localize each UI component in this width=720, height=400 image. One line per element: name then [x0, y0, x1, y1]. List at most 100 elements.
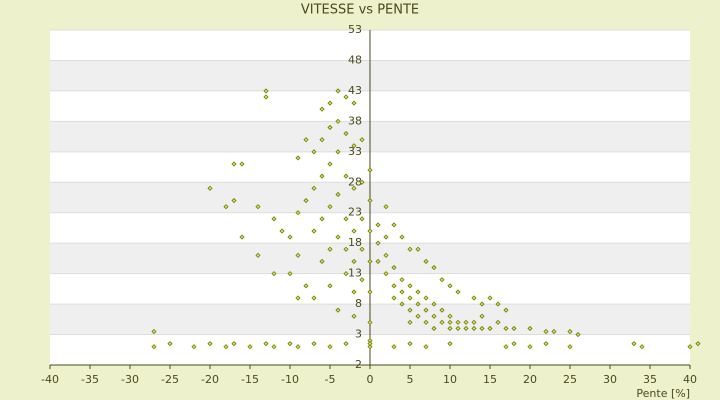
point [311, 341, 317, 347]
point [391, 295, 397, 301]
point [423, 344, 429, 350]
point [407, 341, 413, 347]
y-tick-label: 48 [348, 53, 362, 66]
point [223, 204, 229, 210]
point [463, 325, 469, 332]
x-tick-label: 15 [483, 373, 497, 386]
point [367, 344, 373, 350]
point [303, 283, 309, 289]
point [327, 100, 333, 106]
point [471, 295, 477, 301]
point [271, 344, 277, 350]
point [431, 301, 437, 307]
point [487, 295, 493, 301]
point [447, 283, 453, 289]
x-axis-label: Pente [%] [636, 387, 690, 400]
point [359, 179, 365, 185]
point [255, 204, 261, 210]
point [351, 313, 357, 319]
point [151, 344, 157, 350]
point [367, 228, 373, 234]
point [255, 252, 261, 258]
point [375, 258, 381, 265]
point [399, 277, 405, 283]
point [423, 258, 429, 265]
point [327, 204, 333, 210]
point [327, 161, 333, 167]
y-tick-label: 33 [348, 145, 362, 158]
point [231, 197, 237, 204]
point [431, 264, 437, 271]
x-tick-label: -25 [161, 373, 179, 386]
x-tick-label: -10 [281, 373, 299, 386]
point [319, 106, 325, 112]
point [343, 271, 349, 277]
point [367, 319, 373, 325]
point [335, 307, 341, 313]
point [383, 234, 389, 240]
point [487, 325, 493, 332]
point [359, 137, 365, 143]
point [431, 313, 437, 319]
point [351, 100, 357, 106]
point [391, 222, 397, 228]
point [343, 173, 349, 179]
point [431, 325, 437, 332]
point [407, 295, 413, 301]
point [343, 216, 349, 222]
point [439, 277, 445, 283]
point [407, 246, 413, 252]
point [439, 319, 445, 325]
point [455, 289, 461, 295]
point [343, 246, 349, 252]
point [455, 319, 461, 325]
y-tick-label: 43 [348, 84, 362, 97]
point [407, 319, 413, 325]
point [367, 167, 373, 173]
point [303, 197, 309, 204]
point [279, 228, 285, 234]
point [223, 344, 229, 350]
x-tick-label: 5 [407, 373, 414, 386]
point [231, 341, 237, 347]
y-tick-label: 23 [348, 206, 362, 219]
point [295, 344, 301, 350]
y-tick-label: 13 [348, 267, 362, 280]
point [351, 258, 357, 265]
point [295, 295, 301, 301]
point [335, 234, 341, 240]
point [375, 240, 381, 246]
point [463, 319, 469, 325]
point [343, 94, 349, 100]
point [263, 94, 269, 100]
x-tick-label: -5 [325, 373, 336, 386]
point [303, 137, 309, 143]
point [639, 344, 645, 350]
point [327, 124, 333, 131]
point [543, 341, 549, 347]
point [367, 289, 373, 295]
point [383, 252, 389, 258]
point [311, 295, 317, 301]
point [207, 185, 213, 191]
point [495, 301, 501, 307]
point [335, 118, 341, 124]
point [447, 341, 453, 347]
point [471, 319, 477, 325]
point [383, 271, 389, 277]
point [575, 331, 581, 338]
point [295, 252, 301, 258]
point [415, 289, 421, 295]
x-tick-label: 30 [603, 373, 617, 386]
point [503, 307, 509, 313]
point [351, 289, 357, 295]
point [343, 130, 349, 137]
x-tick-label: -40 [41, 373, 59, 386]
point [359, 246, 365, 252]
point [479, 301, 485, 307]
x-tick-label: 10 [443, 373, 457, 386]
point [511, 325, 517, 332]
point [359, 277, 365, 283]
y-tick-label: 8 [355, 297, 362, 310]
